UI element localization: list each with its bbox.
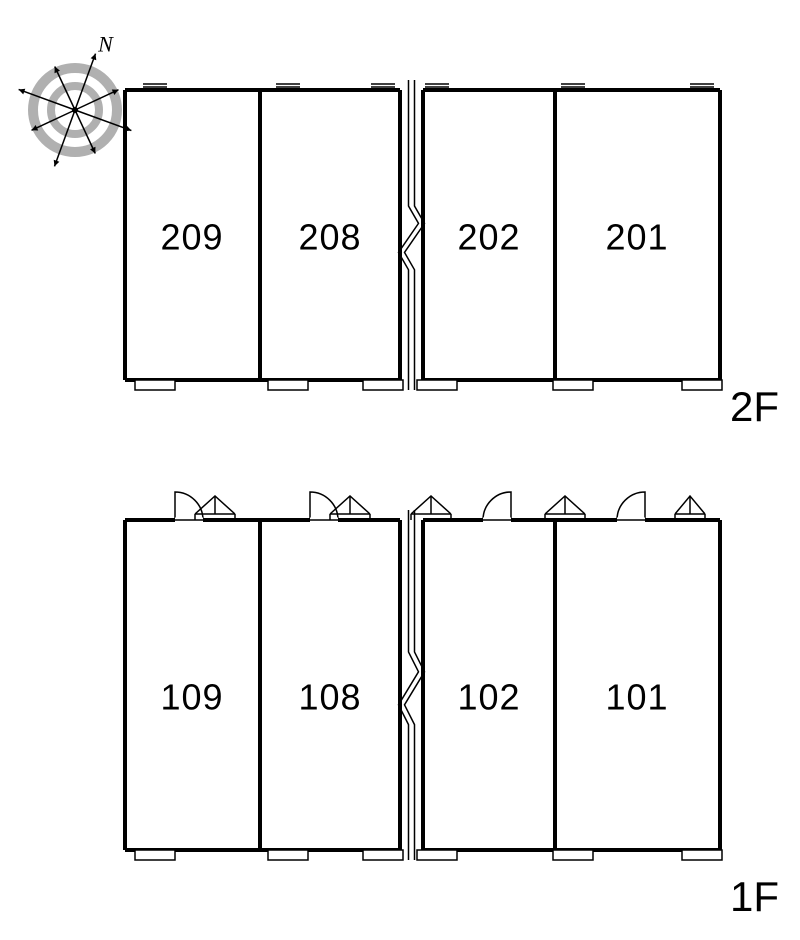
floorplan-canvas: N 209 208 202 201 2F 109 108 102 101 1F xyxy=(0,0,800,940)
compass-n-label: N xyxy=(97,32,114,57)
door-swing xyxy=(483,492,511,520)
unit-label-108: 108 xyxy=(298,677,361,718)
floor-1F: 109 108 102 101 1F xyxy=(125,492,779,920)
unit-label-209: 209 xyxy=(160,217,223,258)
compass: N xyxy=(19,32,132,167)
floor-label-2F: 2F xyxy=(730,383,779,430)
door-swing xyxy=(617,492,645,520)
unit-label-201: 201 xyxy=(605,217,668,258)
unit-label-202: 202 xyxy=(457,217,520,258)
floor-2F: 209 208 202 201 2F xyxy=(125,80,779,430)
unit-label-109: 109 xyxy=(160,677,223,718)
door-swing xyxy=(310,492,338,520)
door-swing xyxy=(175,492,203,520)
floor-label-1F: 1F xyxy=(730,873,779,920)
unit-label-208: 208 xyxy=(298,217,361,258)
unit-label-101: 101 xyxy=(605,677,668,718)
unit-label-102: 102 xyxy=(457,677,520,718)
